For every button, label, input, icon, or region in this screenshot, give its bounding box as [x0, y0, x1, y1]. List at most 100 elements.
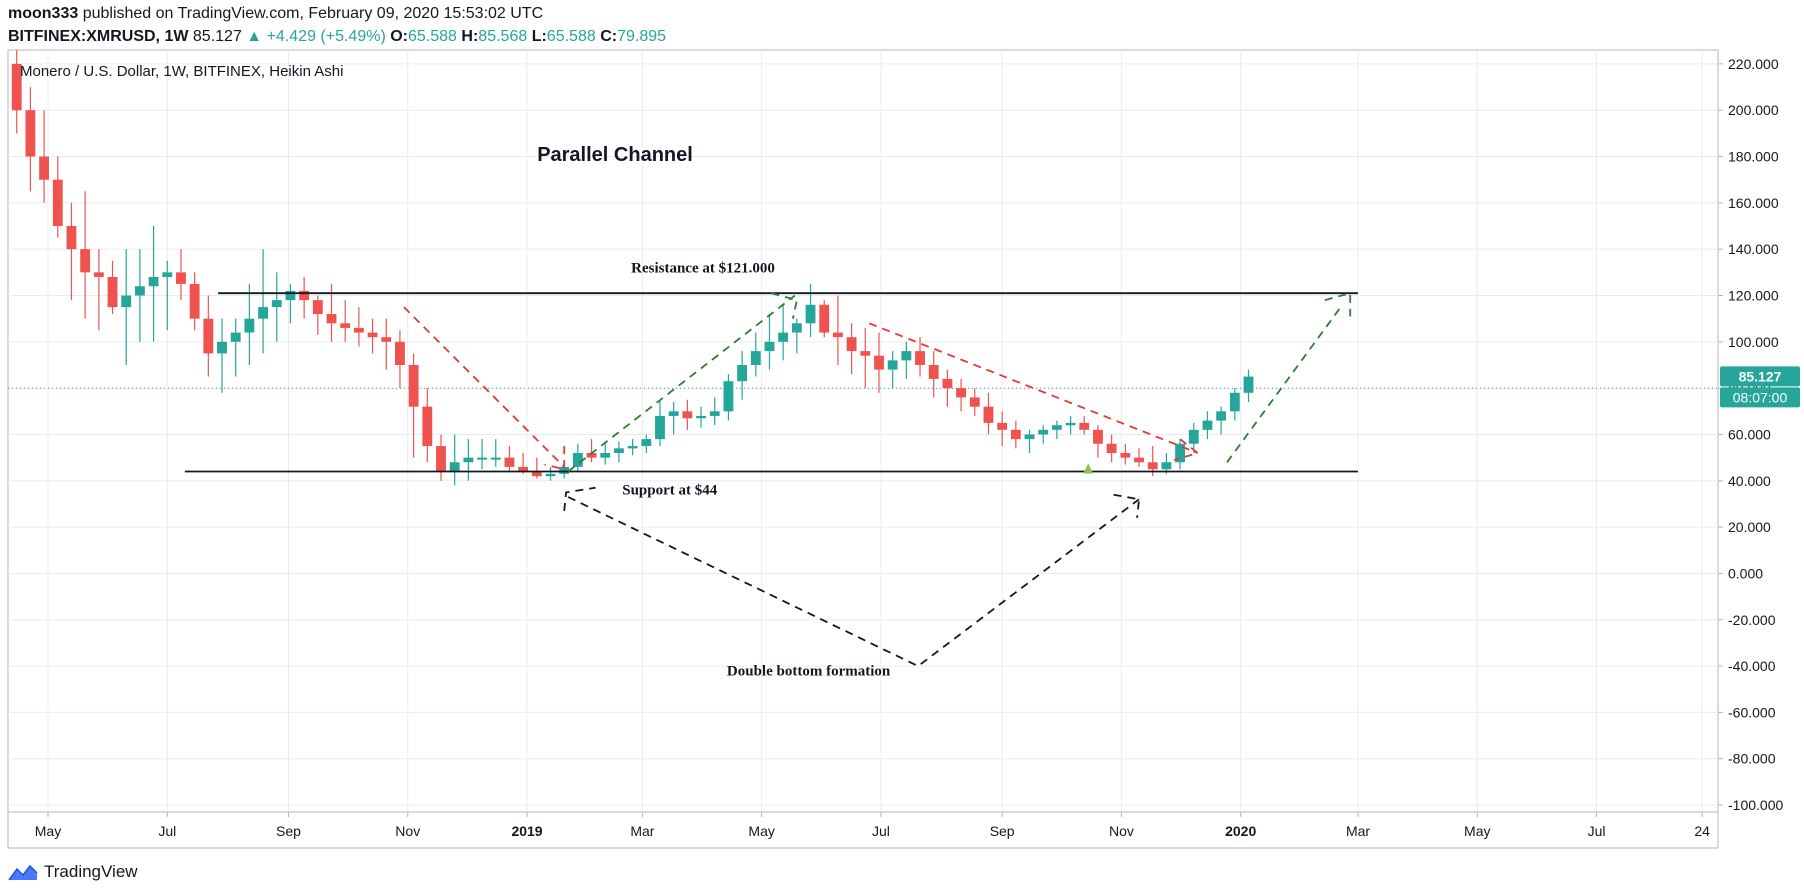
double-bottom-lines [567, 496, 1140, 668]
candle-body [11, 63, 22, 111]
candle-body [25, 110, 36, 157]
candle-body [244, 318, 255, 333]
x-tick-label: Sep [276, 823, 301, 839]
candle-body [997, 422, 1008, 430]
chart-legend: Monero / U.S. Dollar, 1W, BITFINEX, Heik… [20, 63, 343, 80]
candle-body [778, 332, 789, 342]
candle-body [1147, 462, 1158, 470]
candle-body [518, 466, 529, 472]
marker-triangle-icon [1083, 463, 1094, 474]
candle-body [641, 439, 652, 447]
y-tick-label: 20.000 [1728, 519, 1771, 535]
symbol-line: BITFINEX:XMRUSD, 1W 85.127 ▲ +4.429 (+5.… [8, 28, 666, 46]
last-price-tag [1720, 366, 1800, 387]
y-tick-label: 160.000 [1728, 195, 1779, 211]
candle-body [134, 286, 145, 296]
high-label: H: [461, 28, 479, 45]
candle-body [39, 156, 50, 180]
candle-body [203, 318, 214, 354]
x-tick-label: Nov [1109, 823, 1134, 839]
candle-body [969, 397, 980, 407]
last-price: 85.127 [192, 28, 242, 45]
candle-body [983, 406, 994, 423]
candle-body [271, 300, 282, 308]
x-tick-label: Jul [1588, 823, 1606, 839]
close-label: C: [600, 28, 618, 45]
candle-body [353, 327, 364, 333]
low-value: 65.588 [546, 28, 596, 45]
countdown-tag [1720, 387, 1800, 408]
y-tick-label: -60.000 [1728, 704, 1776, 720]
candle-body [723, 381, 734, 412]
candle-body [408, 364, 419, 407]
x-tick-label: 24 [1694, 823, 1710, 839]
candle-body [874, 355, 884, 370]
red-trend-1 [403, 306, 565, 468]
candle-body [1216, 411, 1227, 421]
candle-body [258, 307, 269, 319]
candle-body [682, 411, 693, 419]
candle-body [285, 290, 296, 301]
y-tick-label: -100.000 [1728, 797, 1783, 813]
candle-body [696, 415, 706, 419]
countdown-tag-label: 08:07:00 [1733, 389, 1788, 405]
published-text: published on TradingView.com, February 0… [82, 5, 544, 22]
high-value: 85.568 [478, 28, 528, 45]
x-tick-label: May [748, 823, 774, 839]
candle-body [312, 300, 323, 315]
candle-body [545, 473, 556, 477]
x-tick-label: Nov [395, 823, 420, 839]
resistance-label: Resistance at $121.000 [631, 260, 775, 276]
candle-body [791, 323, 802, 333]
candle-body [230, 332, 241, 342]
candle-body [367, 332, 378, 338]
candle-body [1079, 422, 1090, 430]
green-trend-1 [567, 294, 796, 473]
symbol[interactable]: BITFINEX:XMRUSD, 1W [8, 28, 189, 45]
candle-body [805, 304, 816, 324]
x-tick-label: 2020 [1225, 823, 1256, 839]
low-label: L: [531, 28, 547, 45]
candle-body [148, 276, 159, 287]
red-arrowhead-1 [544, 446, 566, 471]
candle-body [1093, 429, 1103, 444]
x-tick-label: Jul [158, 823, 176, 839]
brand[interactable]: TradingView [8, 862, 138, 882]
x-tick-label: Sep [990, 823, 1015, 839]
chart-title: Parallel Channel [537, 144, 693, 166]
y-tick-label: 120.000 [1728, 288, 1779, 304]
y-tick-label: 180.000 [1728, 149, 1779, 165]
candle-body [1134, 457, 1144, 463]
candle-body [504, 457, 515, 467]
candle-body [586, 453, 597, 458]
candle-body [0, 29, 8, 64]
candle-body [52, 179, 63, 227]
y-tick-label: 100.000 [1728, 334, 1779, 350]
candle-body [1175, 443, 1186, 463]
x-tick-label: Jul [872, 823, 890, 839]
y-tick-label: -40.000 [1728, 658, 1776, 674]
candle-body [600, 453, 611, 458]
price-change: ▲ +4.429 (+5.49%) [246, 28, 386, 45]
x-tick-label: Mar [630, 823, 654, 839]
publish-line: moon333 published on TradingView.com, Fe… [8, 5, 543, 23]
candle-body [764, 341, 775, 352]
x-tick-label: May [35, 823, 61, 839]
candle-body [655, 415, 665, 440]
brand-name: TradingView [44, 862, 138, 881]
publisher-name[interactable]: moon333 [8, 5, 79, 22]
candle-body [299, 290, 310, 301]
candle-body [613, 448, 624, 454]
candle-body [107, 276, 118, 308]
candle-body [915, 351, 925, 365]
y-tick-label: 60.000 [1728, 426, 1771, 442]
candle-body [422, 406, 433, 447]
double-bottom-label: Double bottom formation [727, 663, 891, 679]
candle-body [1120, 453, 1131, 458]
candle-body [436, 446, 446, 472]
y-tick-label: 0.000 [1728, 565, 1763, 581]
candle-body [531, 471, 542, 477]
candle-body [66, 226, 77, 250]
candle-body [449, 462, 460, 472]
